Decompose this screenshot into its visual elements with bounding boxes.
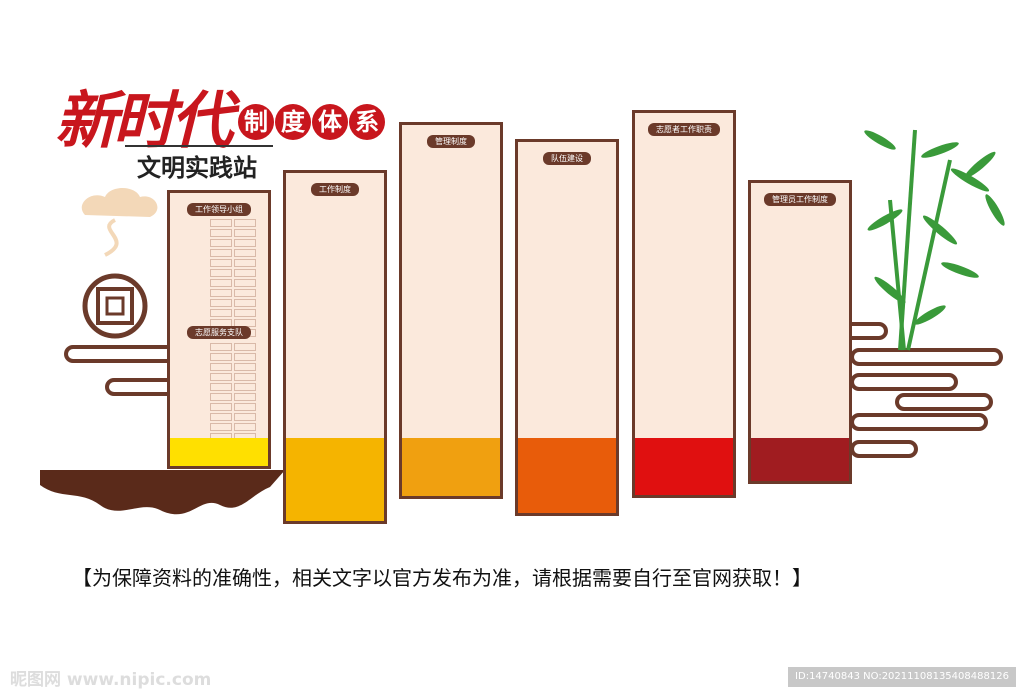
panel-label: 管理员工作制度 — [764, 193, 836, 206]
badge-char: 制 — [238, 104, 274, 140]
bamboo-icon — [864, 129, 1005, 351]
panel-volunteer-duties: 志愿者工作职责 — [632, 110, 736, 498]
panel-label: 队伍建设 — [543, 152, 591, 165]
panel-leadership: 工作领导小组 志愿服务支队 — [167, 190, 271, 469]
badge-char: 系 — [349, 104, 385, 140]
panel-label: 志愿服务支队 — [187, 326, 251, 339]
color-band — [751, 438, 849, 481]
title-sub: 文明实践站 — [137, 154, 257, 182]
title-divider — [125, 145, 273, 147]
disclaimer: 【为保障资料的准确性，相关文字以官方发布为准，请根据需要自行至官网获取！】 — [72, 566, 812, 590]
title-badge: 制度体系 — [238, 104, 386, 140]
longevity-ornament-icon — [82, 273, 148, 339]
watermark-id: ID:14740843 NO:20211108135408488126 — [788, 667, 1016, 687]
panel-label: 管理制度 — [427, 135, 475, 148]
cloud-line-right-2 — [850, 348, 1003, 366]
panel-label: 工作领导小组 — [187, 203, 251, 216]
cloud-line-right-5 — [850, 413, 988, 431]
color-band — [170, 438, 268, 466]
color-band — [402, 438, 500, 496]
name-grid — [210, 219, 256, 337]
cloud-line-right-6 — [850, 440, 918, 458]
cloud-line-right-4 — [895, 393, 993, 411]
panel-work-rules: 工作制度 — [283, 170, 387, 524]
panel-management-rules: 管理制度 — [399, 122, 503, 499]
panel-label: 志愿者工作职责 — [648, 123, 720, 136]
cloud-line-right-3 — [850, 373, 958, 391]
panel-admin-rules: 管理员工作制度 — [748, 180, 852, 484]
name-grid — [210, 343, 256, 441]
color-band — [518, 438, 616, 513]
color-band — [286, 438, 384, 521]
title-main: 新时代 — [55, 84, 233, 157]
ink-ground-icon — [40, 470, 285, 515]
panel-label: 工作制度 — [311, 183, 359, 196]
panel-team-building: 队伍建设 — [515, 139, 619, 516]
watermark-logo: 昵图网 www.nipic.com — [10, 670, 212, 690]
badge-char: 度 — [275, 104, 311, 140]
color-band — [635, 438, 733, 495]
cloud-icon — [81, 188, 158, 257]
badge-char: 体 — [312, 104, 348, 140]
